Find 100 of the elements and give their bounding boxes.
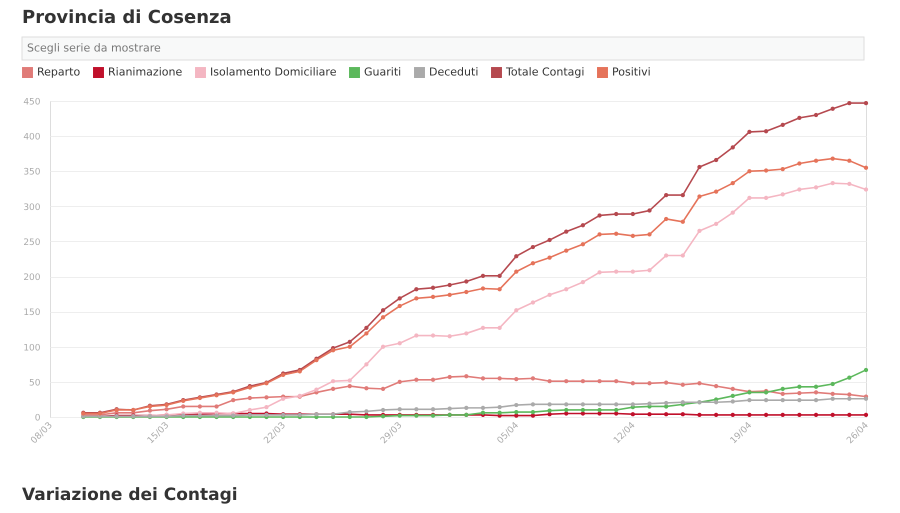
point: [564, 287, 568, 292]
point: [847, 376, 852, 380]
point: [414, 296, 418, 300]
y-tick-label: 450: [23, 98, 41, 108]
point: [780, 398, 785, 402]
point: [498, 287, 502, 292]
point: [614, 379, 618, 384]
point: [747, 196, 752, 200]
point: [714, 400, 718, 404]
point: [814, 390, 818, 395]
point: [564, 402, 568, 406]
point: [398, 407, 402, 412]
point: [730, 210, 735, 215]
y-tick-label: 150: [23, 308, 41, 318]
point: [514, 410, 518, 414]
point: [714, 158, 718, 162]
point: [530, 244, 536, 250]
point: [480, 274, 486, 278]
point: [714, 222, 718, 226]
point: [730, 145, 735, 150]
point: [680, 412, 685, 416]
text: Variazione dei Contagi: [22, 485, 238, 505]
point: [847, 392, 852, 397]
point: [398, 341, 402, 346]
point: [764, 398, 768, 402]
point: [198, 404, 202, 409]
point: [348, 384, 352, 388]
point: [714, 189, 718, 194]
point: [647, 412, 652, 416]
point: [797, 412, 802, 418]
legend-label: Rianimazione: [108, 66, 182, 79]
point: [547, 379, 552, 384]
legend-label: Deceduti: [429, 66, 478, 79]
point: [547, 408, 552, 413]
point: [498, 326, 502, 330]
point: [364, 326, 369, 330]
point: [480, 326, 486, 330]
point: [697, 164, 702, 170]
point: [780, 386, 785, 392]
point: [430, 286, 436, 290]
point: [647, 402, 652, 406]
point: [680, 253, 685, 258]
point: [864, 187, 868, 192]
point: [580, 402, 586, 406]
point: [697, 381, 702, 386]
point: [714, 412, 718, 418]
point: [847, 182, 852, 186]
point: [380, 315, 386, 320]
point: [348, 378, 352, 383]
point: [797, 161, 802, 166]
point: [714, 384, 718, 388]
point: [264, 405, 269, 410]
point: [864, 412, 868, 418]
point: [498, 405, 502, 410]
point: [464, 279, 468, 284]
point: [664, 216, 668, 222]
point: [814, 384, 818, 389]
point: [398, 296, 402, 300]
point: [664, 404, 668, 409]
point: [248, 408, 252, 412]
point: [664, 253, 668, 258]
point: [730, 412, 735, 418]
point: [380, 386, 386, 392]
point: [697, 412, 702, 418]
point: [398, 380, 402, 384]
point: [830, 382, 835, 386]
point: [398, 304, 402, 308]
point: [797, 384, 802, 389]
point: [597, 232, 602, 237]
point: [780, 392, 785, 396]
y-tick-label: 250: [23, 238, 41, 248]
point: [780, 192, 785, 197]
point: [530, 300, 536, 305]
point: [564, 248, 568, 253]
point: [414, 407, 418, 412]
y-tick-label: 400: [23, 132, 41, 143]
y-tick-label: 50: [29, 378, 41, 388]
point: [680, 382, 685, 387]
point: [614, 270, 618, 274]
point: [614, 232, 618, 236]
point: [597, 213, 602, 218]
point: [797, 391, 802, 396]
point: [514, 308, 518, 312]
point: [764, 129, 768, 134]
point: [514, 376, 518, 382]
point: [614, 212, 618, 216]
point: [764, 196, 768, 200]
point: [547, 412, 552, 416]
legend-label: Reparto: [37, 66, 80, 79]
legend-label: Guariti: [364, 66, 402, 79]
point: [564, 379, 568, 384]
point: [580, 411, 586, 416]
point: [630, 270, 635, 274]
point: [364, 409, 369, 414]
point: [231, 398, 236, 402]
point: [747, 130, 752, 134]
point: [430, 407, 436, 412]
point: [464, 331, 468, 336]
point: [697, 194, 702, 199]
point: [364, 362, 369, 366]
